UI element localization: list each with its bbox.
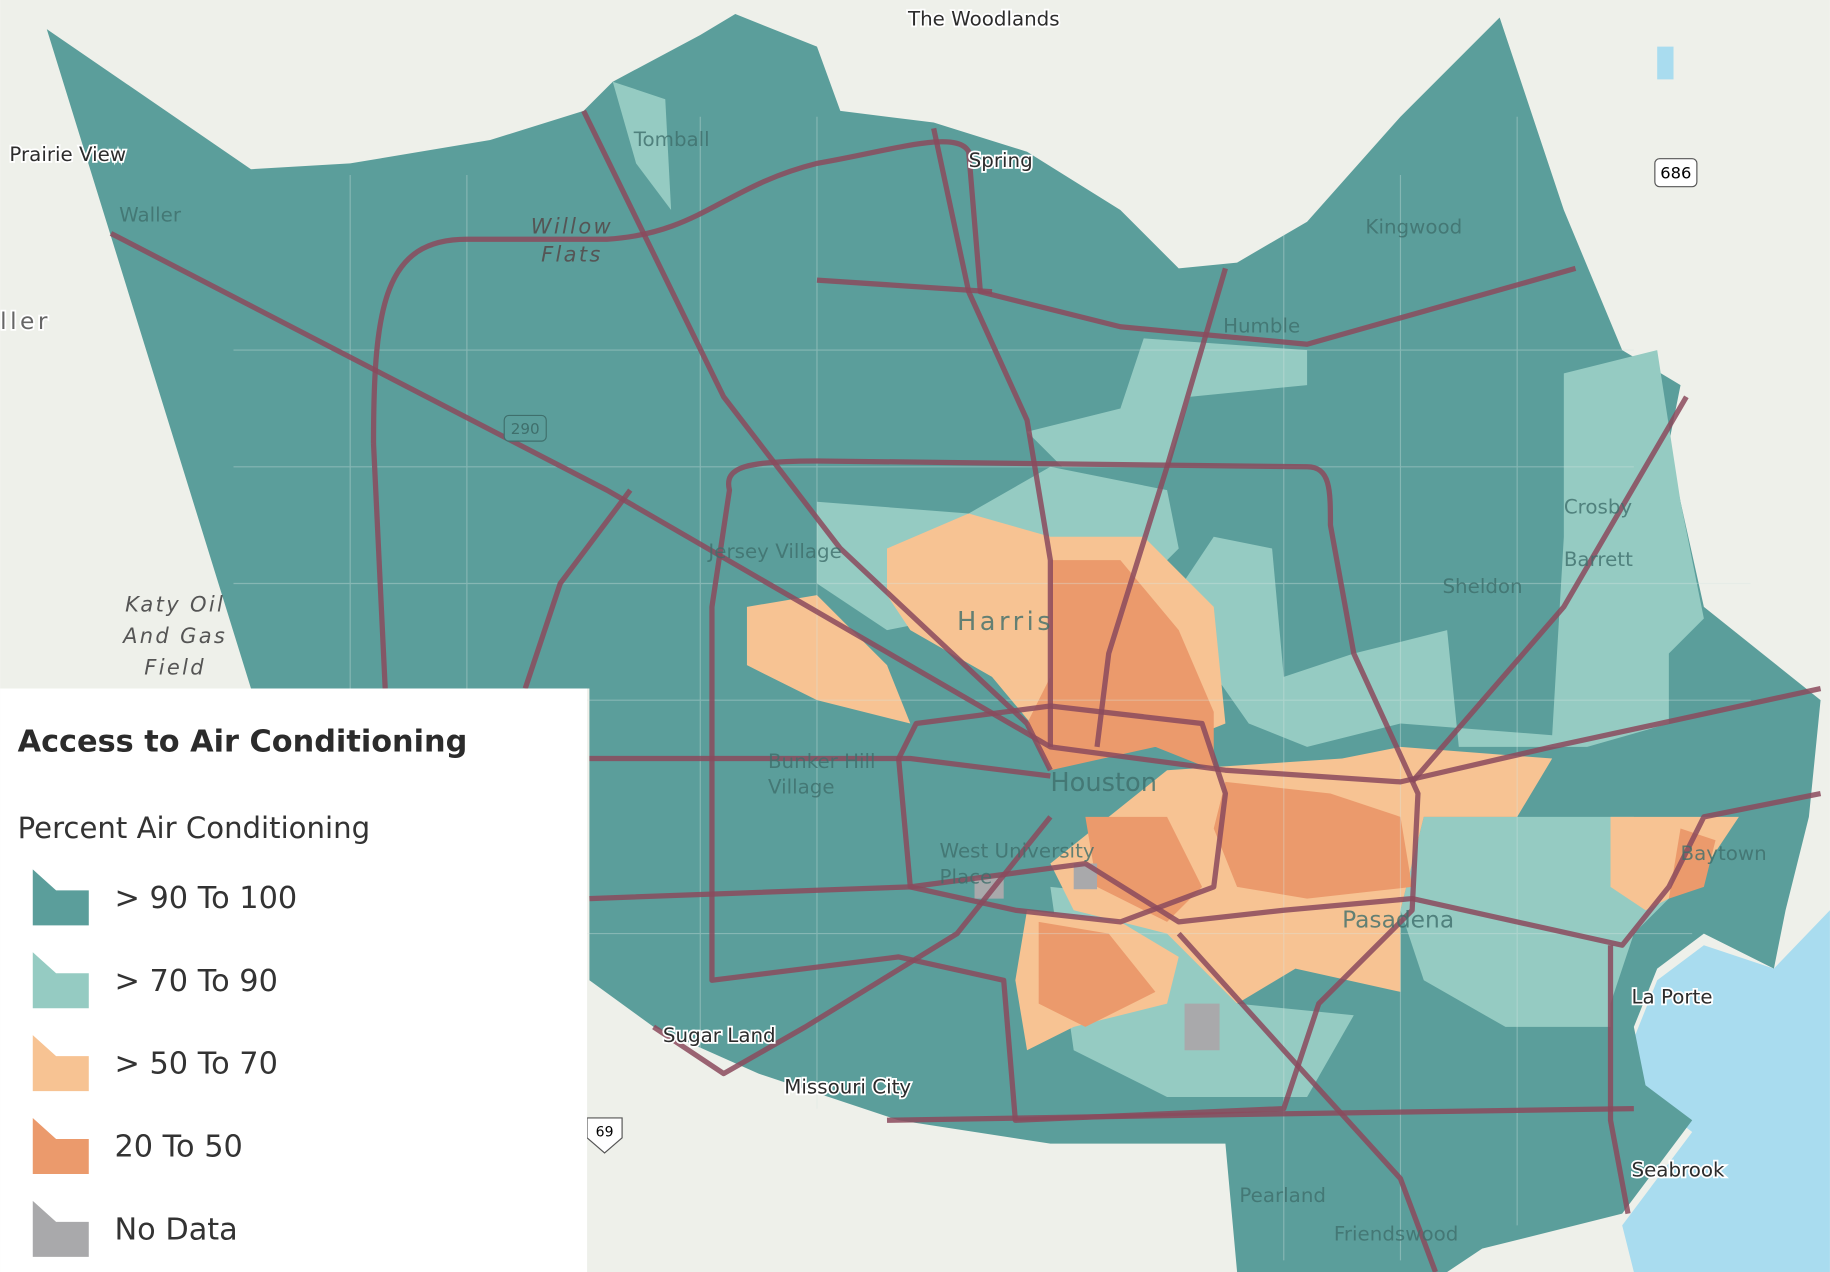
route-shield: 290 (511, 420, 540, 438)
tract-group (1167, 350, 1704, 747)
place-label: Spring (969, 149, 1033, 172)
county (46, 14, 1821, 1272)
route-shield: 686 (1660, 164, 1691, 183)
place-label: Crosby (1564, 495, 1633, 518)
legend-label: No Data (114, 1212, 237, 1247)
water (1622, 910, 1830, 1272)
legend-label: > 50 To 70 (114, 1047, 277, 1082)
place-label: Sheldon (1442, 575, 1522, 598)
legend-label: > 90 To 100 (114, 881, 297, 916)
legend-subtitle: Percent Air Conditioning (18, 811, 370, 845)
feature-label: Willow (531, 214, 613, 238)
place-label: Village (768, 776, 835, 799)
highways (109, 109, 1822, 1272)
place-label: Seabrook (1632, 1158, 1726, 1181)
legend-title: Access to Air Conditioning (18, 725, 468, 760)
place-label: Waller (119, 204, 182, 227)
legend-label: 20 To 50 (114, 1129, 242, 1164)
tract-group (1027, 338, 1308, 467)
water (1657, 46, 1674, 80)
place-label: Barrett (1564, 548, 1633, 571)
place-label: Kingwood (1365, 215, 1462, 238)
place-label: Humble (1223, 315, 1300, 338)
place-label: Pasadena (1342, 906, 1454, 934)
legend-swatch (32, 1200, 89, 1257)
place-label: Tomball (633, 128, 710, 151)
legend: Access to Air Conditioning Percent Air C… (0, 688, 588, 1272)
route-shield: 69 (596, 1125, 614, 1141)
feature-label: Flats (541, 242, 603, 266)
place-label: West University (940, 840, 1095, 863)
legend-swatch (32, 952, 89, 1009)
tract-group (1085, 816, 1203, 922)
place-label: Friendswood (1334, 1222, 1458, 1245)
place-label: Jersey Village (706, 540, 841, 563)
place-label: Place (940, 865, 993, 888)
feature-label: And Gas (121, 624, 227, 648)
legend-panel (0, 688, 588, 1272)
place-label: Pearland (1239, 1184, 1326, 1207)
place-label: ller (0, 307, 51, 335)
place-label: Bunker Hill (768, 750, 876, 773)
feature-label: Field (144, 656, 206, 680)
legend-swatch (32, 1035, 89, 1092)
place-label: The Woodlands (907, 8, 1060, 31)
tract-group (612, 81, 672, 211)
place-label: La Porte (1632, 986, 1713, 1009)
place-labels: The Woodlands Prairie View Waller Tombal… (0, 6, 1767, 1246)
feature-label: Katy Oil (125, 592, 225, 616)
tract-group (1213, 781, 1413, 899)
place-label: Houston (1050, 768, 1157, 798)
place-label: Missouri City (784, 1075, 911, 1098)
legend-swatch (32, 869, 89, 926)
place-label: Baytown (1681, 842, 1767, 865)
shields: 686 290 69 (503, 158, 1698, 1154)
legend-label: > 70 To 90 (114, 964, 277, 999)
legend-swatch (32, 1117, 89, 1174)
feature-labels: Willow Flats Katy Oil And Gas Field (121, 214, 613, 680)
tract-group (1668, 828, 1716, 899)
place-label: Prairie View (9, 143, 126, 166)
tract-group (1038, 921, 1156, 1027)
tract-group (746, 595, 911, 724)
place-label: Harris (957, 607, 1054, 637)
place-label: Sugar Land (663, 1024, 776, 1047)
